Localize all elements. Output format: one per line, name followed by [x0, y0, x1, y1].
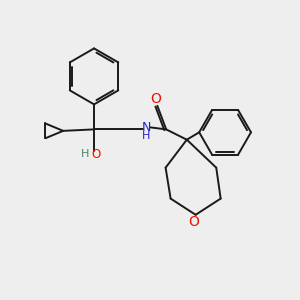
Text: O: O [151, 92, 161, 106]
Text: H: H [80, 149, 89, 159]
Text: H: H [142, 131, 150, 141]
Text: O: O [189, 215, 200, 229]
Text: N: N [142, 121, 151, 134]
Text: O: O [92, 148, 101, 161]
